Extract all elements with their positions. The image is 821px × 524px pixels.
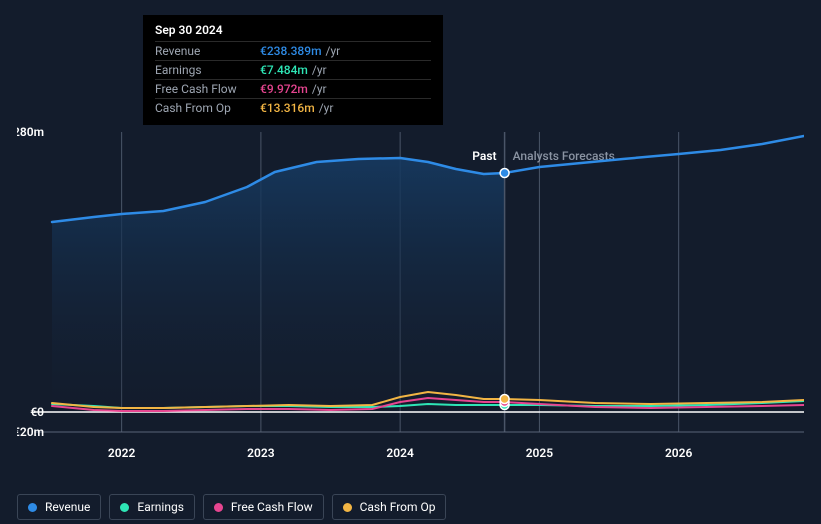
past-label: Past	[472, 149, 496, 163]
legend-label: Earnings	[137, 500, 184, 514]
legend-item[interactable]: Cash From Op	[332, 494, 447, 520]
tooltip-label: Cash From Op	[155, 101, 260, 115]
y-tick-label: €0	[30, 405, 44, 419]
revenue-area-fill	[52, 158, 505, 412]
legend-label: Revenue	[45, 500, 90, 514]
x-tick-label: 2023	[247, 446, 275, 460]
tooltip-label: Revenue	[155, 44, 260, 58]
x-tick-label: 2024	[386, 446, 414, 460]
x-tick-label: 2026	[665, 446, 693, 460]
tooltip-value: €9.972m	[260, 82, 308, 96]
tooltip-unit: /yr	[319, 101, 334, 115]
tooltip-value: €13.316m	[260, 101, 315, 115]
hover-tooltip: Sep 30 2024 Revenue€238.389m/yrEarnings€…	[143, 15, 443, 125]
y-tick-label: -€20m	[17, 425, 44, 439]
legend-dot-icon	[214, 503, 223, 512]
legend-item[interactable]: Free Cash Flow	[203, 494, 324, 520]
tooltip-label: Earnings	[155, 63, 260, 77]
tooltip-value: €238.389m	[260, 44, 322, 58]
legend-dot-icon	[120, 503, 129, 512]
legend-label: Free Cash Flow	[231, 500, 313, 514]
tooltip-unit: /yr	[312, 82, 327, 96]
legend-dot-icon	[343, 503, 352, 512]
tooltip-unit: /yr	[326, 44, 341, 58]
tooltip-value: €7.484m	[260, 63, 308, 77]
chart-legend: Revenue Earnings Free Cash Flow Cash From O…	[17, 494, 446, 520]
legend-item[interactable]: Earnings	[109, 494, 195, 520]
x-tick-label: 2025	[526, 446, 554, 460]
tooltip-row: Free Cash Flow€9.972m/yr	[155, 79, 431, 98]
tooltip-row: Earnings€7.484m/yr	[155, 60, 431, 79]
x-tick-label: 2022	[108, 446, 136, 460]
legend-item[interactable]: Revenue	[17, 494, 101, 520]
tooltip-row: Cash From Op€13.316m/yr	[155, 98, 431, 117]
tooltip-label: Free Cash Flow	[155, 82, 260, 96]
tooltip-date: Sep 30 2024	[155, 23, 431, 37]
marker-cfo	[500, 395, 509, 404]
y-tick-label: €280m	[17, 125, 44, 139]
tooltip-unit: /yr	[312, 63, 327, 77]
tooltip-row: Revenue€238.389m/yr	[155, 41, 431, 60]
legend-label: Cash From Op	[360, 500, 436, 514]
legend-dot-icon	[28, 503, 37, 512]
marker-revenue	[500, 169, 509, 178]
